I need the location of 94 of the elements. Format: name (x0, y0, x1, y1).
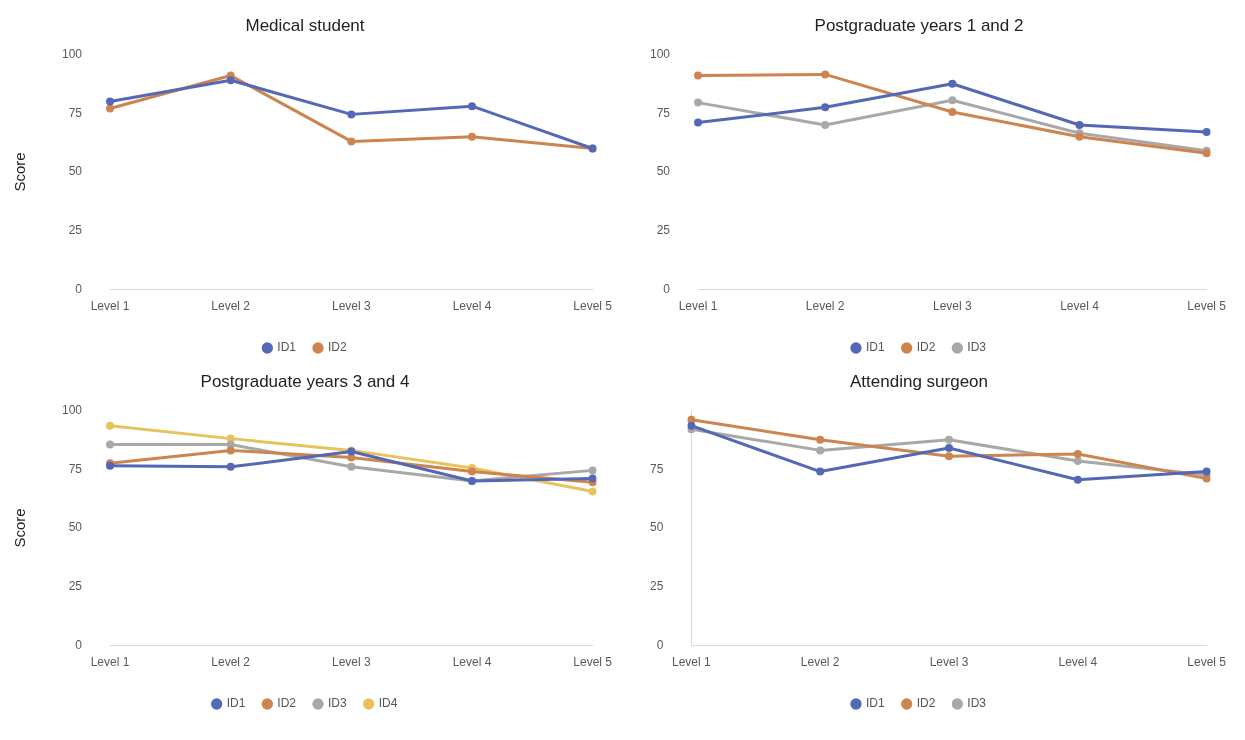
x-tick-label: Level 5 (1187, 655, 1227, 670)
point (945, 452, 953, 461)
point (816, 435, 825, 444)
x-tick-label: Level 3 (331, 299, 372, 314)
point (687, 421, 696, 430)
y-axis-title: Score (11, 152, 29, 192)
y-axis-title: Score (11, 508, 29, 548)
point (588, 474, 597, 483)
x-tick-label: Level 1 (90, 655, 130, 670)
point (821, 70, 830, 79)
y-tick-label: 50 (649, 520, 664, 535)
x-tick-label: Level 4 (1060, 299, 1100, 314)
x-tick-label: Level 2 (805, 299, 845, 314)
y-tick-label: 0 (656, 637, 664, 652)
legend-label: ID2 (916, 696, 936, 711)
legend-label: ID1 (226, 696, 246, 711)
legend-label: ID1 (865, 340, 885, 355)
point (106, 104, 115, 113)
point (821, 103, 830, 112)
x-tick-label: Level 3 (932, 299, 973, 314)
legend-label: ID4 (378, 696, 398, 711)
y-tick-label: 0 (75, 281, 83, 296)
y-tick-label: 25 (656, 223, 671, 238)
legend-label: ID2 (277, 696, 297, 711)
x-tick-label: Level 2 (211, 655, 251, 670)
point (945, 444, 953, 453)
chart-title: Postgraduate years 1 and 2 (814, 15, 1024, 35)
point (1075, 120, 1084, 129)
x-tick-label: Level 4 (452, 299, 492, 314)
point (468, 132, 476, 141)
point (948, 108, 957, 117)
y-tick-label: 25 (68, 579, 83, 594)
point (106, 440, 115, 449)
x-tick-label: Level 5 (573, 655, 613, 670)
x-tick-label: Level 5 (573, 299, 613, 314)
point (106, 97, 115, 106)
y-tick-label: 25 (649, 579, 664, 594)
point (468, 467, 476, 476)
x-tick-label: Level 4 (1058, 655, 1098, 670)
legend-label: ID3 (967, 340, 987, 355)
point (694, 71, 703, 80)
point (588, 487, 597, 496)
y-tick-label: 75 (68, 105, 83, 120)
point (1073, 456, 1082, 465)
point (226, 462, 235, 471)
chart-title: Postgraduate years 3 and 4 (200, 371, 410, 391)
x-tick-label: Level 2 (211, 299, 251, 314)
point (816, 467, 825, 476)
y-tick-label: 75 (68, 461, 83, 476)
point (1073, 449, 1082, 458)
point (945, 435, 953, 444)
y-tick-label: 75 (656, 105, 671, 120)
y-tick-label: 50 (68, 164, 83, 179)
legend-label: ID3 (967, 696, 987, 711)
y-tick-label: 100 (61, 402, 83, 417)
chart-title: Medical student (245, 15, 365, 35)
y-tick-label: 100 (61, 46, 83, 61)
point (226, 446, 235, 455)
x-tick-label: Level 1 (678, 299, 718, 314)
point (1073, 475, 1082, 484)
point (347, 110, 356, 119)
point (347, 137, 356, 146)
y-tick-label: 75 (649, 461, 664, 476)
x-tick-label: Level 4 (452, 655, 492, 670)
point (948, 96, 957, 105)
point (347, 462, 356, 471)
x-tick-label: Level 3 (929, 655, 969, 670)
point (1202, 128, 1211, 137)
y-tick-label: 0 (75, 637, 83, 652)
point (948, 79, 957, 88)
y-tick-label: 50 (68, 520, 83, 535)
x-tick-label: Level 1 (672, 655, 712, 670)
legend-label: ID2 (328, 340, 347, 355)
y-tick-label: 25 (68, 223, 83, 238)
point (694, 98, 703, 107)
point (588, 466, 597, 475)
point (226, 76, 235, 85)
point (821, 120, 830, 129)
point (694, 118, 703, 127)
legend-label: ID1 (865, 696, 885, 711)
point (468, 102, 476, 111)
legend-label: ID3 (328, 696, 347, 711)
legend-label: ID1 (277, 340, 297, 355)
legend-label: ID2 (916, 340, 936, 355)
y-tick-label: 0 (663, 281, 671, 296)
x-tick-label: Level 1 (90, 299, 130, 314)
x-tick-label: Level 2 (800, 655, 840, 670)
x-tick-label: Level 3 (331, 655, 372, 670)
x-tick-label: Level 5 (1187, 299, 1227, 314)
y-tick-label: 100 (649, 46, 671, 61)
point (816, 446, 825, 455)
y-tick-label: 50 (656, 164, 671, 179)
point (106, 421, 115, 430)
chart-title: Attending surgeon (850, 371, 988, 391)
